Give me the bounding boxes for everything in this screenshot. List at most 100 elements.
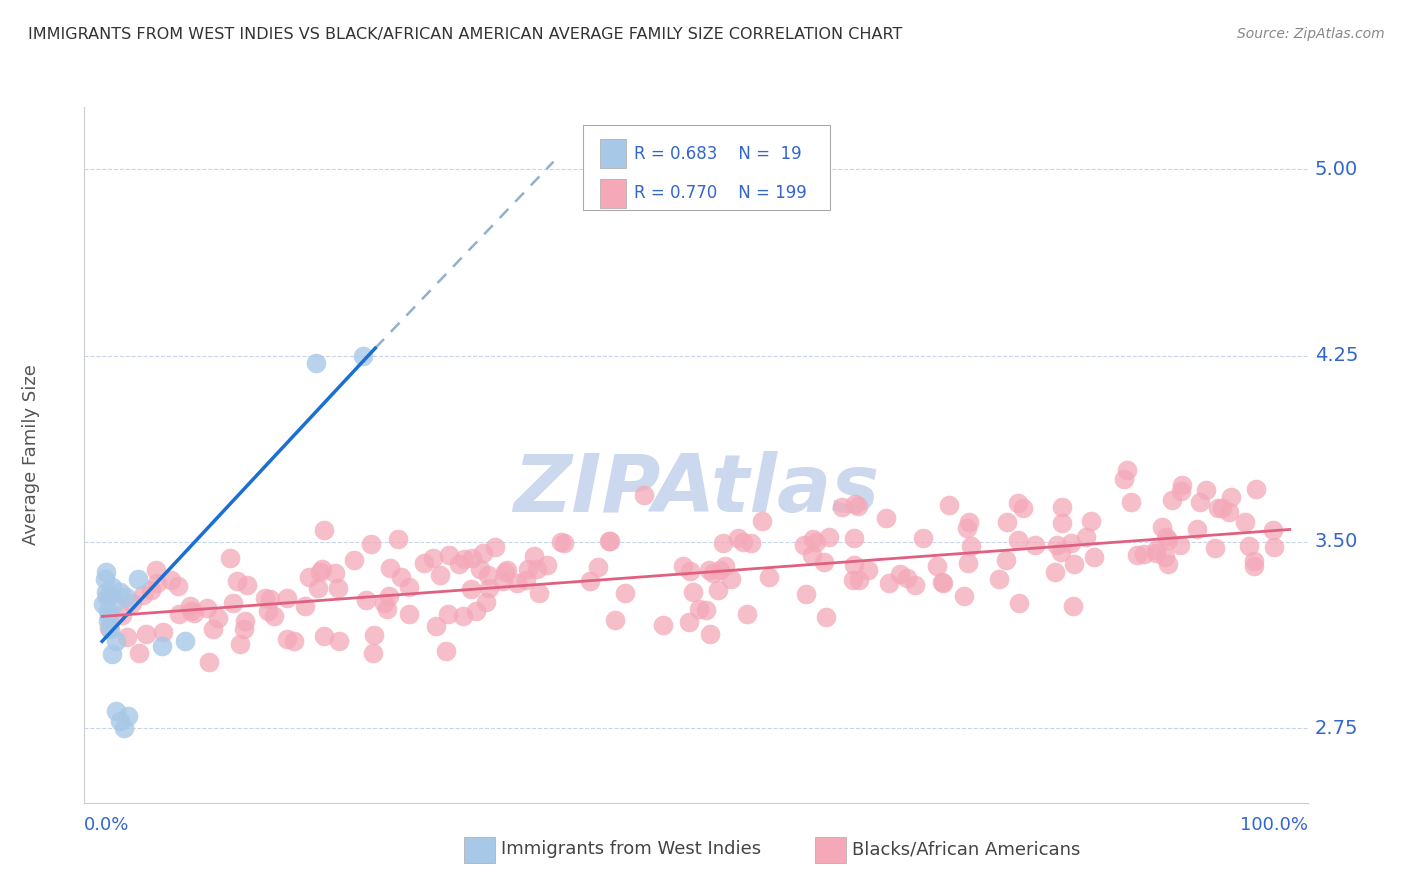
Point — [550, 535, 572, 549]
Point — [477, 568, 499, 582]
Point — [506, 576, 529, 591]
Point — [363, 628, 385, 642]
Point — [1195, 483, 1218, 497]
Point — [298, 570, 321, 584]
Point — [254, 591, 277, 606]
Point — [180, 604, 202, 618]
Point — [1263, 540, 1285, 554]
Point — [328, 634, 350, 648]
Point — [94, 584, 117, 599]
Point — [1152, 520, 1174, 534]
Point — [1243, 558, 1265, 573]
Point — [413, 557, 436, 571]
Point — [226, 574, 249, 588]
Point — [1083, 550, 1105, 565]
Text: 0.0%: 0.0% — [84, 816, 129, 834]
Point — [720, 573, 742, 587]
Point — [794, 587, 817, 601]
Point — [434, 644, 457, 658]
Point — [108, 714, 131, 728]
Point — [652, 618, 675, 632]
Point — [1261, 524, 1284, 538]
Point — [145, 563, 167, 577]
Point — [697, 563, 720, 577]
Point — [201, 622, 224, 636]
Point — [132, 588, 155, 602]
Point — [813, 555, 835, 569]
Text: IMMIGRANTS FROM WEST INDIES VS BLACK/AFRICAN AMERICAN AVERAGE FAMILY SIZE CORREL: IMMIGRANTS FROM WEST INDIES VS BLACK/AFR… — [28, 27, 903, 42]
Point — [688, 602, 710, 616]
Point — [960, 539, 983, 553]
Point — [994, 553, 1017, 567]
Point — [389, 570, 412, 584]
Point — [1011, 500, 1033, 515]
Point — [160, 573, 183, 587]
Point — [1160, 493, 1182, 508]
Point — [578, 574, 600, 589]
Point — [98, 609, 121, 624]
Point — [1144, 542, 1167, 557]
Point — [477, 581, 499, 595]
Point — [198, 655, 221, 669]
Point — [276, 591, 298, 605]
Point — [672, 559, 695, 574]
Point — [938, 498, 960, 512]
Point — [150, 639, 173, 653]
Point — [387, 532, 409, 546]
Point — [461, 550, 484, 565]
Point — [527, 585, 550, 599]
Point — [1234, 515, 1257, 529]
Point — [1156, 557, 1178, 571]
Point — [460, 582, 482, 596]
Point — [93, 572, 115, 586]
Point — [127, 572, 149, 586]
Point — [815, 609, 838, 624]
Point — [711, 536, 734, 550]
Point — [360, 537, 382, 551]
Point — [323, 566, 346, 581]
Point — [1156, 530, 1178, 544]
Point — [311, 561, 333, 575]
Text: 100.0%: 100.0% — [1240, 816, 1308, 834]
Point — [1243, 554, 1265, 568]
Point — [233, 622, 256, 636]
Point — [328, 582, 350, 596]
Point — [536, 558, 558, 573]
Point — [831, 500, 853, 515]
Point — [97, 615, 120, 629]
Point — [115, 590, 138, 604]
Point — [307, 581, 329, 595]
Point — [121, 596, 143, 610]
Point — [1045, 538, 1067, 552]
Point — [135, 627, 157, 641]
Point — [378, 560, 401, 574]
Point — [174, 634, 197, 648]
Point — [515, 573, 537, 587]
Point — [115, 630, 138, 644]
Text: 3.50: 3.50 — [1315, 533, 1358, 551]
Point — [484, 540, 506, 554]
Point — [1220, 491, 1243, 505]
Point — [373, 596, 395, 610]
Point — [259, 592, 281, 607]
Point — [276, 632, 298, 647]
Point — [858, 562, 880, 576]
Point — [166, 579, 188, 593]
Text: Immigrants from West Indies: Immigrants from West Indies — [501, 840, 761, 858]
Point — [932, 576, 955, 591]
Point — [727, 531, 749, 545]
Point — [678, 615, 700, 629]
Point — [586, 560, 609, 574]
Point — [475, 595, 498, 609]
Point — [1119, 494, 1142, 508]
Point — [598, 534, 620, 549]
Point — [844, 558, 866, 573]
Point — [848, 573, 870, 587]
Point — [751, 514, 773, 528]
Point — [1153, 549, 1175, 564]
Point — [294, 599, 316, 613]
Point — [1080, 514, 1102, 528]
Point — [179, 599, 201, 614]
Point — [956, 521, 979, 535]
Text: 4.25: 4.25 — [1315, 346, 1358, 365]
